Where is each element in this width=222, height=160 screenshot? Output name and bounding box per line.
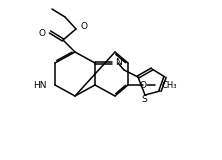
Text: HN: HN — [34, 80, 47, 89]
Text: O: O — [38, 28, 45, 37]
Text: O: O — [80, 21, 87, 31]
Text: CH₃: CH₃ — [161, 80, 176, 89]
Text: N: N — [115, 57, 122, 67]
Text: O: O — [139, 80, 147, 89]
Text: S: S — [141, 96, 147, 104]
